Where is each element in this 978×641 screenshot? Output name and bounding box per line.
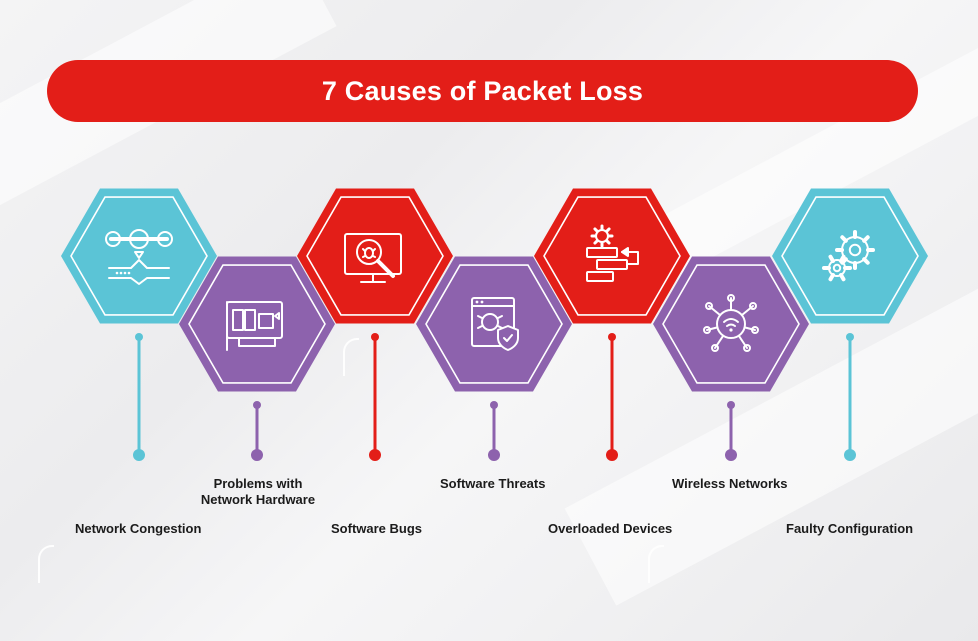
connector-line [369, 333, 381, 461]
gears-icon [822, 230, 875, 282]
connector-line [844, 333, 856, 461]
wifi-hub-icon [703, 294, 759, 352]
cause-label-network-hardware: Problems with Network Hardware [200, 476, 316, 507]
malware-shield-window-icon [471, 297, 519, 351]
cause-label-software-threats: Software Threats [440, 476, 546, 491]
connector-line [488, 401, 500, 461]
cause-label-wireless-networks: Wireless Networks [672, 476, 788, 491]
cause-hexagon [416, 256, 572, 392]
cause-label-faulty-configuration: Faulty Configuration [786, 521, 914, 536]
tools-network-flow-icon [105, 229, 173, 285]
decorative-arc [343, 338, 359, 376]
decorative-arc [38, 545, 54, 583]
cause-label-network-congestion: Network Congestion [75, 521, 202, 536]
cause-hexagon [179, 256, 335, 392]
cause-hexagon [534, 188, 690, 324]
cause-hexagon [297, 188, 453, 324]
decorative-arc [648, 545, 664, 583]
connector-line [133, 333, 145, 461]
page-title: 7 Causes of Packet Loss [321, 75, 644, 106]
cause-hexagon [653, 256, 809, 392]
title-banner: 7 Causes of Packet Loss [47, 60, 918, 122]
network-card-icon [226, 301, 283, 351]
server-gear-icon [586, 224, 639, 282]
bug-search-monitor-icon [344, 233, 402, 283]
connector-line [606, 333, 618, 461]
cause-label-overloaded-devices: Overloaded Devices [548, 521, 673, 536]
cause-hexagon [772, 188, 928, 324]
connector-line [725, 401, 737, 461]
cause-label-software-bugs: Software Bugs [331, 521, 423, 536]
cause-hexagon [61, 188, 217, 324]
connector-line [251, 401, 263, 461]
